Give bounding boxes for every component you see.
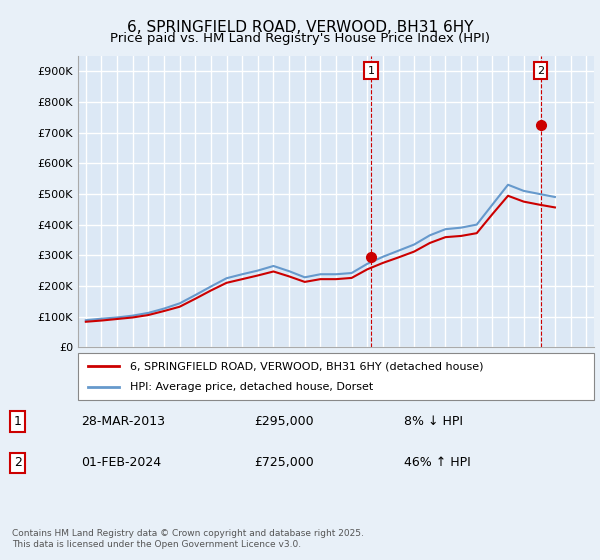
Text: 8% ↓ HPI: 8% ↓ HPI	[404, 415, 463, 428]
Text: 1: 1	[14, 415, 22, 428]
Text: Contains HM Land Registry data © Crown copyright and database right 2025.
This d: Contains HM Land Registry data © Crown c…	[12, 529, 364, 549]
Text: HPI: Average price, detached house, Dorset: HPI: Average price, detached house, Dors…	[130, 382, 373, 392]
Text: Price paid vs. HM Land Registry's House Price Index (HPI): Price paid vs. HM Land Registry's House …	[110, 32, 490, 45]
Text: 01-FEB-2024: 01-FEB-2024	[81, 456, 161, 469]
Text: £725,000: £725,000	[254, 456, 314, 469]
Text: 6, SPRINGFIELD ROAD, VERWOOD, BH31 6HY (detached house): 6, SPRINGFIELD ROAD, VERWOOD, BH31 6HY (…	[130, 361, 483, 371]
Text: 1: 1	[368, 66, 374, 76]
Text: 28-MAR-2013: 28-MAR-2013	[81, 415, 165, 428]
Text: 2: 2	[14, 456, 22, 469]
Text: 6, SPRINGFIELD ROAD, VERWOOD, BH31 6HY: 6, SPRINGFIELD ROAD, VERWOOD, BH31 6HY	[127, 20, 473, 35]
Text: 46% ↑ HPI: 46% ↑ HPI	[404, 456, 470, 469]
FancyBboxPatch shape	[78, 353, 594, 400]
Text: 2: 2	[537, 66, 544, 76]
Text: £295,000: £295,000	[254, 415, 314, 428]
